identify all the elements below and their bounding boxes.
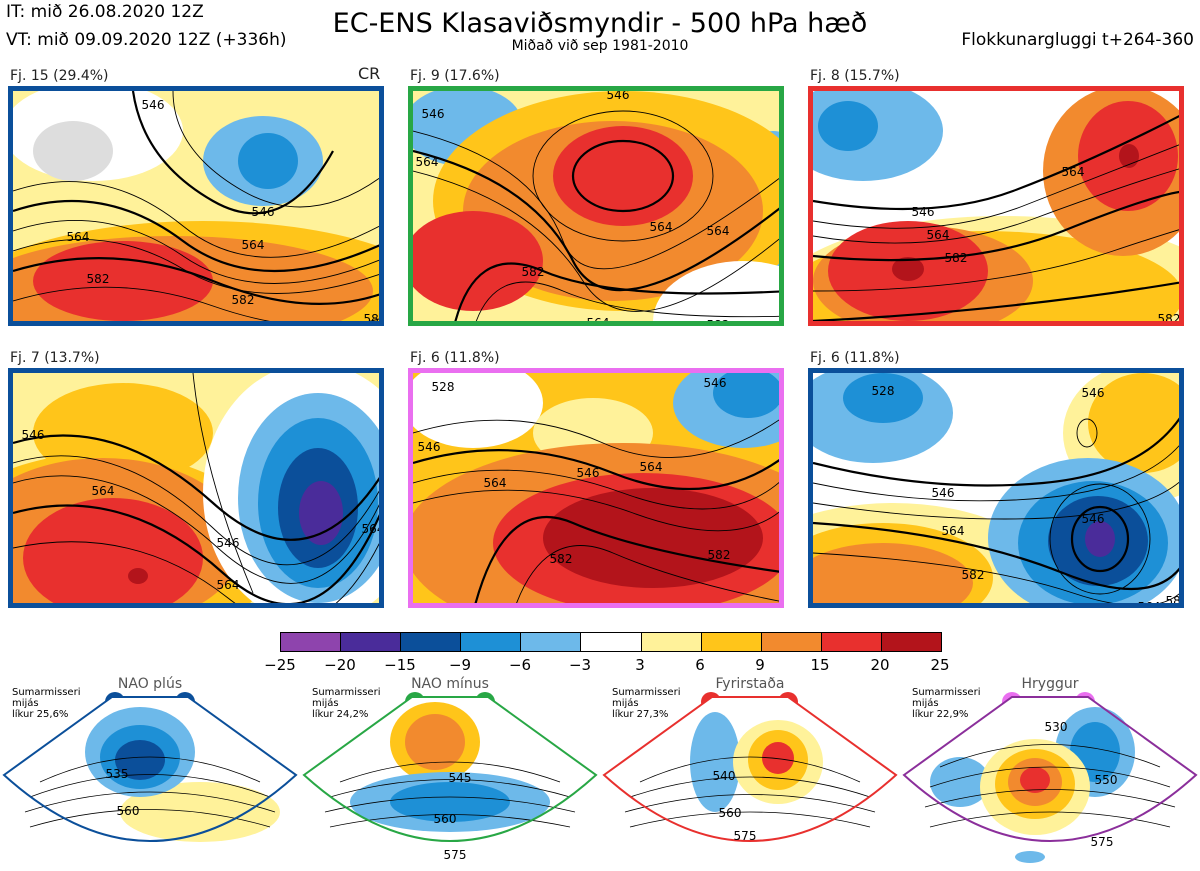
cluster-map-1: 546 564 582 564 546 582 582 bbox=[8, 86, 384, 326]
contour-label: 528 bbox=[432, 380, 455, 394]
contour-label: 582 bbox=[522, 265, 545, 279]
contour-label: 582 bbox=[1158, 312, 1181, 326]
contour-label: 564 bbox=[362, 522, 384, 536]
contour-label: 564 bbox=[1138, 600, 1161, 608]
contour-label: 582 bbox=[364, 312, 384, 326]
contour-label: 546 bbox=[704, 376, 727, 390]
contour-label: 582 bbox=[945, 251, 968, 265]
cluster-map-5: 528 546 546 564 564 582 582 546 bbox=[408, 368, 784, 608]
contour-label: 564 bbox=[640, 460, 663, 474]
contour-label: 582 bbox=[284, 606, 307, 608]
contour-label: 550 bbox=[1095, 773, 1118, 787]
contour-label: 564 bbox=[484, 476, 507, 490]
regime-nao-plus: NAO plús Sumarmisserimijáslíkur 25,6% 53… bbox=[0, 672, 300, 871]
contour-label: 530 bbox=[1045, 720, 1068, 734]
cluster-6-label: Fj. 6 (11.8%) bbox=[810, 350, 900, 366]
contour-label: 575 bbox=[444, 848, 467, 862]
contour-label: 528 bbox=[872, 384, 895, 398]
colorbar-cell bbox=[281, 633, 341, 651]
contour-label: 546 bbox=[932, 486, 955, 500]
contour-label: 546 bbox=[1082, 386, 1105, 400]
colorbar-cell bbox=[581, 633, 641, 651]
contour-label: 564 bbox=[927, 228, 950, 242]
contour-label: 575 bbox=[1091, 835, 1114, 849]
contour-label: 582 bbox=[87, 272, 110, 286]
colorbar-cell bbox=[822, 633, 882, 651]
contour-label: 546 bbox=[577, 466, 600, 480]
contour-label: 564 bbox=[217, 578, 240, 592]
contour-label: 540 bbox=[713, 769, 736, 783]
contour-label: 546 bbox=[607, 91, 630, 102]
cluster-3-label: Fj. 8 (15.7%) bbox=[810, 68, 900, 84]
contour-label: 564 bbox=[942, 524, 965, 538]
regime-ridge: Hryggur Sumarmisserimijáslíkur 22,9% 530… bbox=[900, 672, 1200, 871]
contour-label: 575 bbox=[734, 829, 757, 843]
contour-label: 545 bbox=[449, 771, 472, 785]
contour-label: 546 bbox=[252, 205, 275, 219]
contour-label: 582 bbox=[708, 548, 731, 562]
contour-label: 582 bbox=[707, 318, 730, 326]
contour-label: 546 bbox=[422, 107, 445, 121]
colorbar-cell bbox=[401, 633, 461, 651]
contour-label: 546 bbox=[1082, 512, 1105, 526]
contour-label: 582 bbox=[550, 552, 573, 566]
colorbar-cell bbox=[702, 633, 762, 651]
cluster-map-4: 546 564 546 564 564 582 bbox=[8, 368, 384, 608]
contour-label: 560 bbox=[117, 804, 140, 818]
contour-label: 564 bbox=[67, 230, 90, 244]
regime-blocking: Fyrirstaða Sumarmisserimijáslíkur 27,3% … bbox=[600, 672, 900, 871]
cluster-1-label: Fj. 15 (29.4%) bbox=[10, 68, 109, 84]
cluster-map-6: 528 546 546 564 546 582 564 582 bbox=[808, 368, 1184, 608]
colorbar-cell bbox=[521, 633, 581, 651]
colorbar-cell bbox=[341, 633, 401, 651]
contour-label: 546 bbox=[418, 440, 441, 454]
colorbar-cell bbox=[461, 633, 521, 651]
contour-label: 546 bbox=[217, 536, 240, 550]
contour-label: 564 bbox=[707, 224, 730, 238]
contour-label: 560 bbox=[719, 806, 742, 820]
contour-label: 546 bbox=[912, 205, 935, 219]
colorbar bbox=[280, 632, 942, 652]
colorbar-cell bbox=[882, 633, 941, 651]
contour-label: 582 bbox=[1166, 594, 1184, 608]
colorbar-cell bbox=[642, 633, 702, 651]
contour-label: 564 bbox=[587, 316, 610, 326]
contour-label: 564 bbox=[650, 220, 673, 234]
contour-label: 546 bbox=[142, 98, 165, 112]
contour-label: 564 bbox=[92, 484, 115, 498]
cluster-4-label: Fj. 7 (13.7%) bbox=[10, 350, 100, 366]
cluster-map-3: 546 564 582 564 582 bbox=[808, 86, 1184, 326]
colorbar-cell bbox=[762, 633, 822, 651]
contour-label: 564 bbox=[1062, 165, 1085, 179]
contour-label: 546 bbox=[22, 428, 45, 442]
contour-label: 564 bbox=[242, 238, 265, 252]
regime-nao-minus: NAO mínus Sumarmisserimijáslíkur 24,2% 5… bbox=[300, 672, 600, 871]
cluster-2-label: Fj. 9 (17.6%) bbox=[410, 68, 500, 84]
cluster-1-tag: CR bbox=[358, 66, 380, 82]
contour-label: 564 bbox=[416, 155, 439, 169]
clustering-window: Flokkunargluggi t+264-360 bbox=[961, 30, 1194, 50]
contour-label: 535 bbox=[106, 767, 129, 781]
cluster-5-label: Fj. 6 (11.8%) bbox=[410, 350, 500, 366]
cluster-map-2: 546 564 546 564 564 582 564 582 bbox=[408, 86, 784, 326]
contour-label: 582 bbox=[962, 568, 985, 582]
contour-label: 582 bbox=[232, 293, 255, 307]
contour-label: 560 bbox=[434, 812, 457, 826]
